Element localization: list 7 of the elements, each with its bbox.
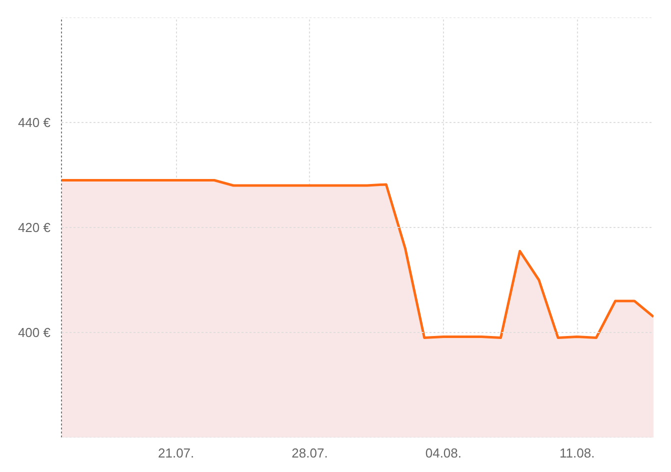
x-tick-label: 28.07. [292, 446, 328, 460]
y-tick-label: 440 € [18, 115, 52, 130]
y-tick-label: 420 € [18, 220, 52, 235]
x-tick-label: 04.08. [425, 446, 462, 460]
x-tick-label: 21.07. [158, 446, 194, 460]
y-tick-label: 400 € [18, 325, 52, 340]
x-tick-label: 11.08. [560, 446, 595, 460]
